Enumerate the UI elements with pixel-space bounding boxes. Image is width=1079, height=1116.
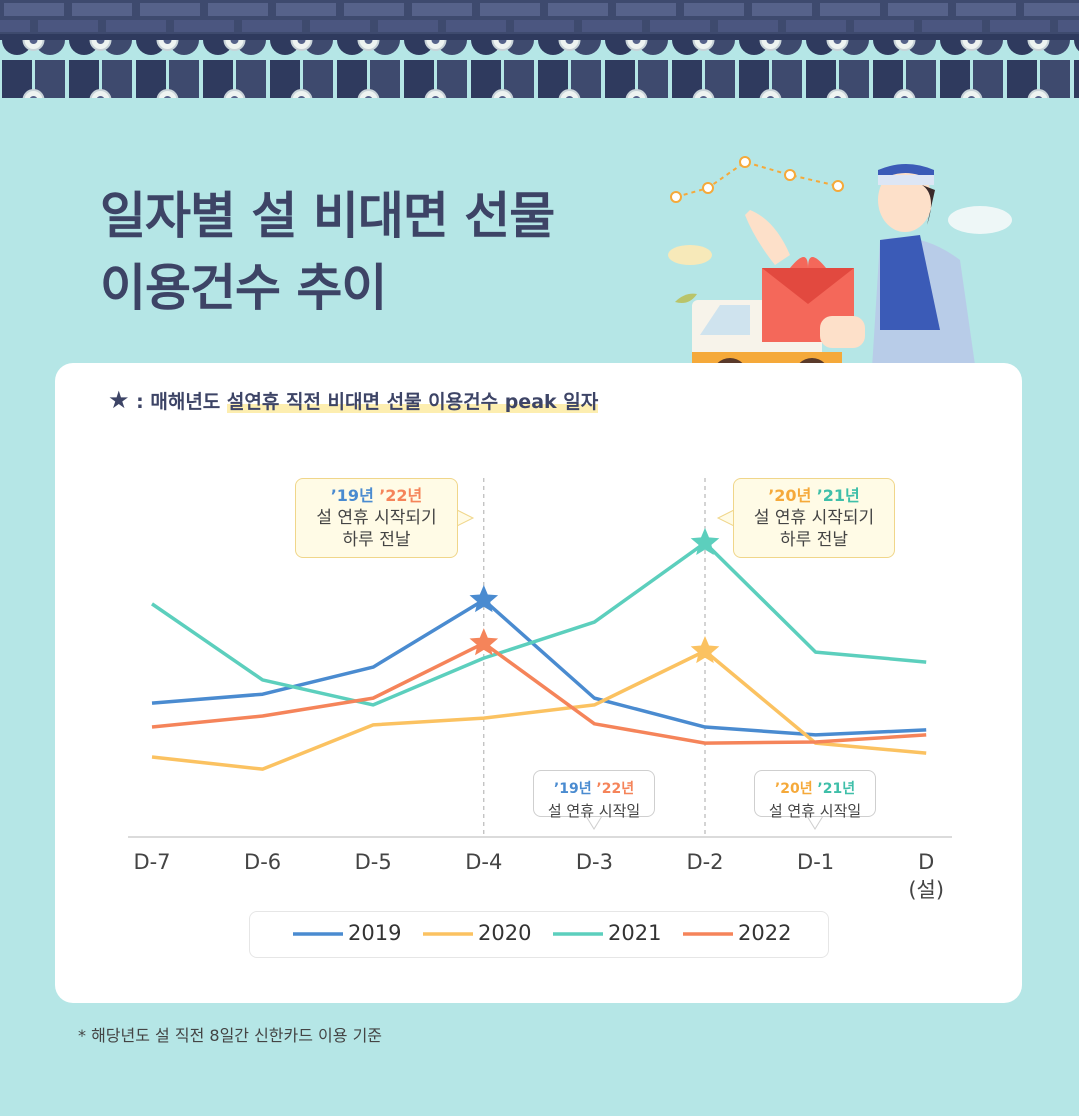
callout-years: ’19년 ’22년	[534, 777, 654, 800]
peak-star	[690, 527, 720, 555]
callout-text: 하루 전날	[780, 530, 848, 550]
callout-year: ’22년	[596, 781, 635, 797]
series-line	[151, 649, 927, 771]
note-prefix: : 매해년도	[136, 391, 221, 413]
callout-year: ’20년	[768, 486, 812, 505]
callout-text: 설 연휴 시작일	[768, 802, 862, 820]
callout-tail	[456, 509, 475, 527]
callout-year: ’21년	[816, 486, 860, 505]
series-line	[151, 641, 927, 745]
callout-tail	[716, 509, 735, 527]
callout-text: 설 연휴 시작되기	[316, 508, 437, 528]
callout-year: ’22년	[379, 486, 423, 505]
callout-text: 설 연휴 시작되기	[753, 508, 875, 528]
callout-years: ’20년 ’21년	[755, 777, 875, 800]
legend-label: 2019	[348, 921, 402, 945]
star-icon: ★	[108, 386, 130, 414]
legend-label: 2022	[738, 921, 792, 945]
x-tick-label: D-6	[244, 850, 282, 874]
footnote: * 해당년도 설 직전 8일간 신한카드 이용 기준	[78, 1026, 383, 1045]
x-tick-label: D-7	[133, 850, 171, 874]
callout-text: 설 연휴 시작일	[547, 802, 641, 820]
callout-year: ’20년	[774, 781, 813, 797]
peak-star	[469, 585, 499, 613]
callout-years: ’20년 ’21년	[734, 485, 894, 507]
peak-star	[469, 628, 499, 656]
title: 일자별 설 비대면 선물 이용건수 추이	[100, 180, 555, 324]
legend	[249, 911, 829, 958]
x-tick-label: D (설)	[908, 850, 945, 902]
title-line: 이용건수 추이	[100, 259, 387, 317]
callout: ’19년 ’22년 설 연휴 시작되기 하루 전날	[295, 478, 458, 558]
title-line: 일자별 설 비대면 선물	[100, 187, 555, 245]
series-line	[151, 541, 927, 707]
note-highlight: 설연휴 직전 비대면 선물 이용건수 peak 일자	[226, 391, 599, 413]
callout: ’20년 ’21년 설 연휴 시작되기 하루 전날	[733, 478, 895, 558]
callout-year: ’19년	[553, 781, 592, 797]
x-tick-label: D-2	[686, 850, 724, 874]
peak-star	[690, 636, 720, 664]
x-tick-label: D-1	[797, 850, 835, 874]
x-tick-label: D-4	[465, 850, 503, 874]
x-tick-label: D-5	[354, 850, 392, 874]
callout-years: ’19년 ’22년	[296, 485, 457, 507]
peak-note: ★ : 매해년도 설연휴 직전 비대면 선물 이용건수 peak 일자	[108, 386, 599, 414]
callout-year: ’19년	[330, 486, 374, 505]
callout-year: ’21년	[817, 781, 856, 797]
legend-label: 2020	[478, 921, 532, 945]
x-tick-label: D-3	[575, 850, 613, 874]
legend-label: 2021	[608, 921, 662, 945]
callout-text: 하루 전날	[342, 530, 411, 550]
series-line	[151, 598, 927, 737]
